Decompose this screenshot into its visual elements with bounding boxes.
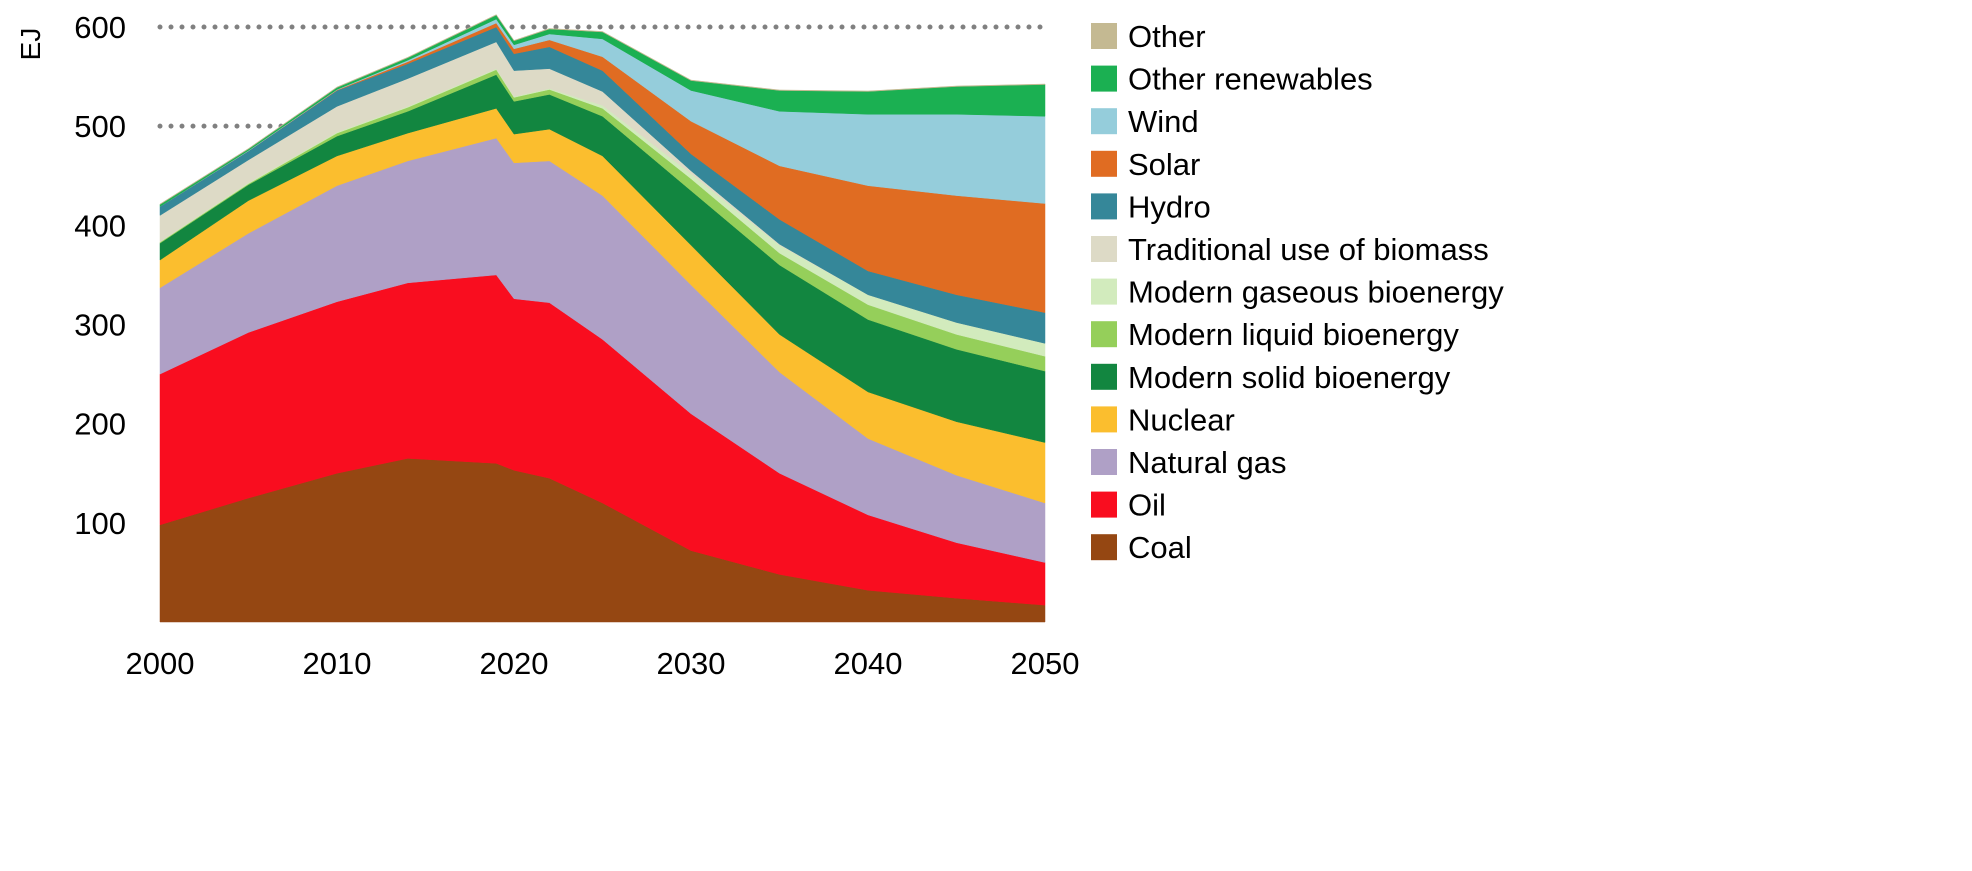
legend-swatch — [1091, 491, 1117, 518]
legend-item: Oil — [1091, 488, 1166, 523]
x-tick-label: 2020 — [480, 646, 549, 681]
y-tick-label: 100 — [74, 506, 126, 541]
y-tick-label: 600 — [74, 10, 126, 45]
legend-swatch — [1091, 236, 1117, 262]
x-tick-label: 2000 — [126, 646, 195, 681]
x-tick-label: 2050 — [1011, 646, 1080, 681]
legend-label: Coal — [1128, 530, 1192, 565]
area-series — [159, 14, 1046, 623]
legend-swatch — [1091, 278, 1117, 305]
legend-label: Wind — [1128, 104, 1199, 139]
legend-label: Solar — [1128, 147, 1200, 182]
legend-label: Traditional use of biomass — [1128, 232, 1489, 267]
legend-label: Modern gaseous bioenergy — [1128, 275, 1504, 310]
legend-item: Coal — [1091, 530, 1192, 565]
legend-swatch — [1091, 321, 1117, 348]
legend-label: Natural gas — [1128, 445, 1287, 480]
legend-item: Modern solid bioenergy — [1091, 360, 1451, 395]
y-axis-label: EJ — [15, 28, 46, 61]
legend-item: Wind — [1091, 104, 1199, 139]
legend-swatch — [1091, 23, 1117, 49]
legend-label: Other renewables — [1128, 62, 1373, 97]
legend-swatch — [1091, 406, 1117, 433]
y-tick-label: 400 — [74, 208, 126, 243]
legend-swatch — [1091, 65, 1117, 92]
legend-item: Natural gas — [1091, 445, 1287, 480]
x-tick-label: 2030 — [657, 646, 726, 681]
legend: Other Other renewables Wind Solar Hydro Tradi… — [1091, 19, 1504, 565]
legend-swatch — [1091, 150, 1117, 177]
legend-swatch — [1091, 534, 1117, 561]
legend-swatch — [1091, 449, 1117, 475]
area-other — [159, 14, 1046, 205]
legend-item: Modern gaseous bioenergy — [1091, 275, 1504, 310]
legend-item: Modern liquid bioenergy — [1091, 317, 1459, 352]
y-axis: 100 200 300 400 500 600 — [74, 10, 126, 541]
y-tick-label: 300 — [74, 308, 126, 343]
legend-swatch — [1091, 363, 1117, 390]
legend-item: Traditional use of biomass — [1091, 232, 1489, 267]
x-tick-label: 2040 — [834, 646, 903, 681]
legend-label: Hydro — [1128, 189, 1211, 224]
legend-item: Hydro — [1091, 189, 1211, 224]
legend-label: Oil — [1128, 488, 1166, 523]
legend-item: Solar — [1091, 147, 1200, 182]
x-tick-label: 2010 — [303, 646, 372, 681]
legend-swatch — [1091, 193, 1117, 220]
legend-label: Modern solid bioenergy — [1128, 360, 1451, 395]
legend-item: Nuclear — [1091, 402, 1235, 437]
legend-label: Nuclear — [1128, 402, 1235, 437]
legend-item: Other — [1091, 19, 1206, 54]
legend-item: Other renewables — [1091, 62, 1373, 97]
x-axis: 2000 2010 2020 2030 2040 2050 — [126, 646, 1080, 681]
legend-label: Other — [1128, 19, 1206, 54]
y-tick-label: 500 — [74, 109, 126, 144]
y-tick-label: 200 — [74, 407, 126, 442]
legend-swatch — [1091, 108, 1117, 135]
legend-label: Modern liquid bioenergy — [1128, 317, 1459, 352]
